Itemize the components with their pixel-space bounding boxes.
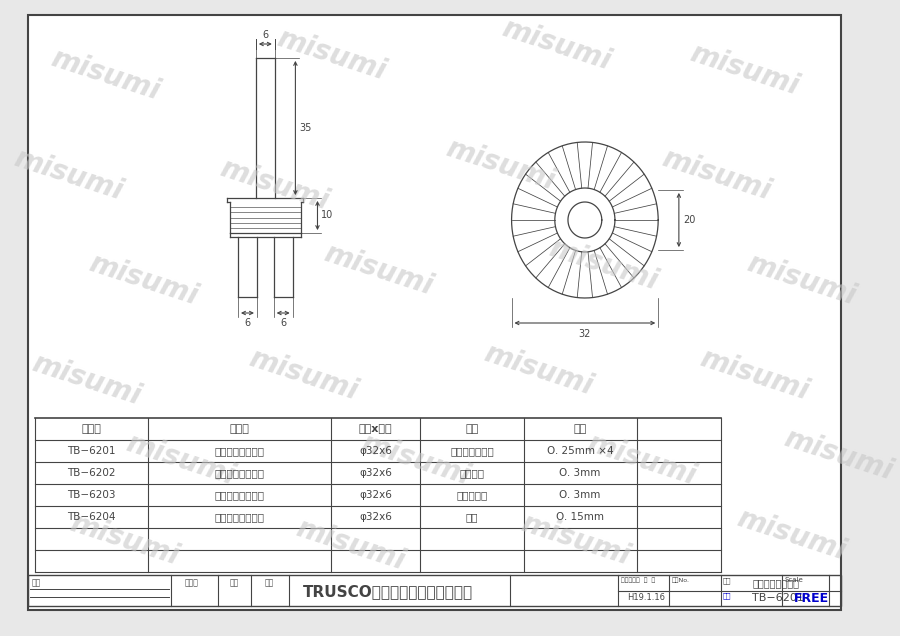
Text: misumi: misumi [48,45,164,106]
Text: misumi: misumi [292,515,408,576]
Text: TB−6202: TB−6202 [68,468,116,478]
Text: 軸付ホイルブラシ: 軸付ホイルブラシ [752,577,799,588]
Text: 10: 10 [321,211,334,221]
Text: O. 25mm ×4: O. 25mm ×4 [547,446,614,456]
Text: TB−6204: TB−6204 [68,512,116,522]
Text: TB−6201: TB−6201 [752,593,804,604]
Text: 6: 6 [262,30,268,40]
Text: misumi: misumi [320,239,436,301]
Text: 軸付ホイルブラシ: 軸付ホイルブラシ [214,512,265,522]
Text: misumi: misumi [273,24,389,86]
Text: 軸付ホイルブラシ: 軸付ホイルブラシ [214,446,265,456]
Text: misumi: misumi [29,349,145,411]
Text: 軸付ホイルブラシ: 軸付ホイルブラシ [214,490,265,500]
Text: misumi: misumi [696,344,812,406]
Text: 軸付ホイルブラシ: 軸付ホイルブラシ [214,468,265,478]
Text: ステンレス: ステンレス [456,490,488,500]
Text: 品番: 品番 [723,593,732,599]
Text: misumi: misumi [743,249,860,311]
Text: TB−6203: TB−6203 [68,490,116,500]
Text: 受入No.: 受入No. [671,577,689,583]
Text: misumi: misumi [122,429,238,491]
Text: 製計: 製計 [265,578,274,587]
Text: misumi: misumi [442,134,558,196]
Text: misumi: misumi [687,39,803,100]
Text: φ32x6: φ32x6 [359,490,392,500]
Text: misumi: misumi [780,424,896,486]
Text: FREE: FREE [794,591,829,605]
Text: 図号: 図号 [32,578,40,587]
Text: 品　番: 品 番 [82,424,102,434]
Text: Scale: Scale [784,577,803,583]
Text: O. 3mm: O. 3mm [560,468,601,478]
Text: TRUSCO　トラスコ中山株式会社: TRUSCO トラスコ中山株式会社 [302,584,472,599]
Text: ゴールドメッキ: ゴールドメッキ [450,446,494,456]
Text: ワイヤー: ワイヤー [460,468,484,478]
Text: 35: 35 [299,123,311,133]
Text: 承　認: 承 認 [185,578,199,587]
Text: φ32x6: φ32x6 [359,468,392,478]
Text: 外径x軸径: 外径x軸径 [359,424,392,434]
Text: O. 15mm: O. 15mm [556,512,604,522]
Text: O. 3mm: O. 3mm [560,490,601,500]
Text: φ32x6: φ32x6 [359,446,392,456]
Text: 6: 6 [245,318,250,328]
Text: 品　名: 品 名 [230,424,249,434]
Text: misumi: misumi [86,249,202,311]
Text: misumi: misumi [217,154,333,216]
Text: 32: 32 [579,329,591,339]
Text: misumi: misumi [734,504,850,566]
Text: 6: 6 [280,318,286,328]
Text: 真銅: 真銅 [466,512,478,522]
Text: misumi: misumi [518,509,634,570]
Text: 線材: 線材 [465,424,479,434]
Text: misumi: misumi [67,509,183,570]
Text: misumi: misumi [357,429,473,491]
Text: misumi: misumi [659,144,775,206]
Text: misumi: misumi [245,344,361,406]
Text: misumi: misumi [499,14,615,76]
Text: φ32x6: φ32x6 [359,512,392,522]
Text: 品名: 品名 [723,577,732,584]
Text: TB−6201: TB−6201 [68,446,116,456]
Bar [29,575,841,606]
Text: misumi: misumi [583,429,699,491]
Text: misumi: misumi [10,144,126,206]
Text: 検図: 検図 [230,578,238,587]
Text: 線径: 線径 [573,424,587,434]
Text: 設計年月日  全  量: 設計年月日 全 量 [621,577,655,583]
Text: 20: 20 [684,215,696,225]
Text: H19.1.16: H19.1.16 [627,593,665,602]
Text: misumi: misumi [480,339,596,401]
Text: misumi: misumi [545,234,662,296]
